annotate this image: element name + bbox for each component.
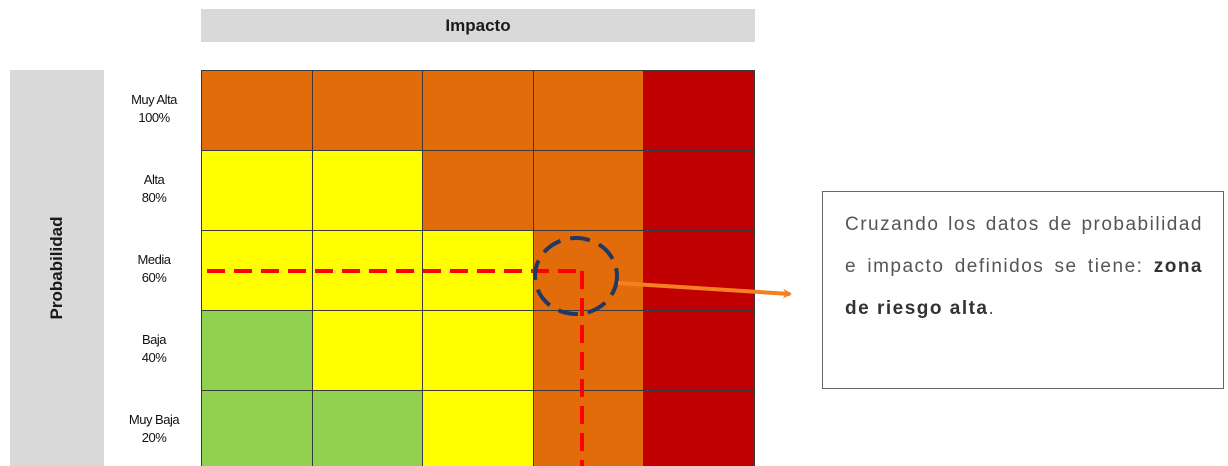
matrix-cell	[202, 231, 313, 311]
matrix-cell	[533, 71, 645, 151]
matrix-cell	[533, 311, 645, 391]
matrix-cell	[644, 391, 755, 466]
matrix-cell	[423, 311, 534, 391]
callout-text-before: Cruzando los datos de probabilidad e imp…	[845, 214, 1203, 277]
matrix-cell	[644, 71, 755, 151]
callout-text: Cruzando los datos de probabilidad e imp…	[845, 204, 1203, 330]
callout-risk-zone: zona de riesgo alta	[845, 256, 1203, 319]
matrix-cell	[312, 311, 424, 391]
risk-matrix-grid	[201, 70, 755, 466]
row-label-pct: 20%	[141, 430, 167, 445]
result-callout: Cruzando los datos de probabilidad e imp…	[822, 191, 1224, 389]
row-label-pct: 60%	[141, 270, 167, 285]
impact-header: Impacto	[201, 9, 755, 42]
row-label-pct: 80%	[141, 190, 167, 205]
matrix-cell	[202, 391, 313, 466]
row-label-name: Alta	[143, 172, 165, 187]
matrix-cell	[423, 151, 534, 231]
matrix-cell	[202, 71, 313, 151]
row-label-name: Muy Alta	[131, 92, 177, 107]
matrix-cell	[644, 151, 755, 231]
row-label-pct: 100%	[138, 110, 170, 125]
row-label-name: Muy Baja	[128, 412, 180, 427]
matrix-cell	[202, 151, 313, 231]
row-label-muy-alta: Muy Alta 100%	[110, 91, 198, 127]
row-label-muy-baja: Muy Baja 20%	[110, 411, 198, 447]
matrix-cell	[533, 151, 645, 231]
row-label-baja: Baja 40%	[110, 331, 198, 367]
matrix-cell	[644, 311, 755, 391]
row-label-name: Baja	[141, 332, 167, 347]
matrix-cell	[312, 151, 424, 231]
row-label-alta: Alta 80%	[110, 171, 198, 207]
matrix-cell	[312, 391, 424, 466]
matrix-cell	[423, 231, 534, 311]
row-label-media: Media 60%	[110, 251, 198, 287]
row-label-pct: 40%	[141, 350, 167, 365]
matrix-cell	[423, 71, 534, 151]
probability-bar	[10, 70, 104, 466]
matrix-cell	[644, 231, 755, 311]
probability-label: Probabilidad	[47, 216, 66, 320]
matrix-cell	[202, 311, 313, 391]
matrix-cell	[533, 391, 645, 466]
matrix-cell	[423, 391, 534, 466]
callout-text-after: .	[988, 298, 996, 319]
matrix-cell	[533, 231, 645, 311]
matrix-cell	[312, 71, 424, 151]
impact-header-label: Impacto	[445, 15, 511, 35]
matrix-cell	[312, 231, 424, 311]
row-label-name: Media	[137, 252, 171, 267]
